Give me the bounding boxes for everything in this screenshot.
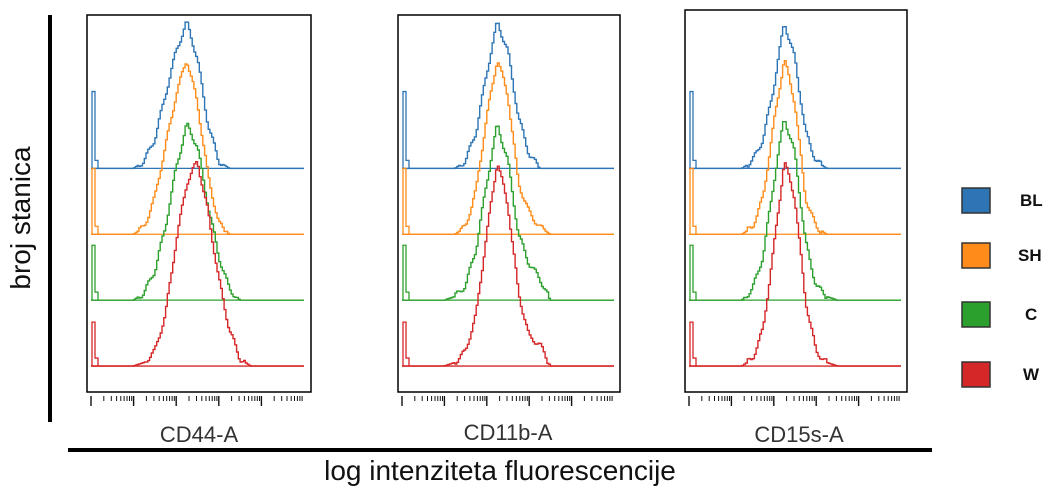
series-debris-bl bbox=[689, 90, 697, 169]
series-histogram-sh bbox=[91, 63, 304, 236]
series-debris-c bbox=[689, 244, 697, 301]
series-debris-sh bbox=[689, 167, 697, 235]
y-axis-label: broj stanica bbox=[5, 146, 36, 290]
legend-label-c: C bbox=[1025, 305, 1037, 324]
legend-item-sh: SH bbox=[961, 242, 1042, 269]
series-histogram-bl bbox=[91, 21, 304, 170]
series-histogram-w bbox=[91, 160, 304, 367]
panel-xlabel: CD15s-A bbox=[754, 422, 844, 447]
legend-label-sh: SH bbox=[1018, 246, 1042, 265]
series-debris-w bbox=[689, 321, 697, 367]
histogram-panel-cd11b: CD11b-A bbox=[397, 14, 621, 445]
series-debris-bl bbox=[91, 90, 99, 169]
series-histogram-c bbox=[91, 122, 304, 301]
panel-xlabel: CD44-A bbox=[160, 422, 239, 447]
legend-label-bl: BL bbox=[1020, 191, 1043, 210]
x-axis-label: log intenziteta fluorescencije bbox=[324, 455, 676, 486]
series-debris-bl bbox=[402, 90, 410, 169]
series-debris-w bbox=[402, 321, 410, 367]
legend-swatch-w bbox=[961, 361, 991, 388]
panel-xlabel: CD11b-A bbox=[464, 420, 553, 445]
series-histogram-c bbox=[689, 120, 901, 301]
histogram-panel-cd15s: CD15s-A bbox=[684, 9, 908, 447]
series-debris-w bbox=[91, 321, 99, 367]
panel-frame bbox=[397, 14, 621, 393]
legend-swatch-bl bbox=[961, 187, 991, 214]
series-histogram-w bbox=[402, 165, 614, 367]
series-debris-sh bbox=[91, 167, 99, 235]
series-debris-sh bbox=[402, 167, 410, 235]
series-histogram-sh bbox=[402, 62, 614, 236]
series-histogram-sh bbox=[689, 60, 901, 236]
series-histogram-w bbox=[689, 162, 901, 367]
panel-frame bbox=[684, 9, 908, 393]
series-debris-c bbox=[91, 244, 99, 301]
legend-item-bl: BL bbox=[961, 187, 1043, 214]
histogram-panel-cd44: CD44-A bbox=[86, 14, 312, 447]
legend-swatch-sh bbox=[961, 242, 991, 269]
legend-swatch-c bbox=[961, 301, 991, 328]
series-debris-c bbox=[402, 244, 410, 301]
legend-label-w: W bbox=[1023, 365, 1040, 384]
series-histogram-c bbox=[402, 125, 614, 301]
series-histogram-bl bbox=[689, 26, 901, 170]
legend: BL SH C W bbox=[961, 187, 1043, 388]
panel-frame bbox=[86, 14, 312, 393]
series-histogram-bl bbox=[402, 22, 614, 170]
legend-item-w: W bbox=[961, 361, 1040, 388]
legend-item-c: C bbox=[961, 301, 1037, 328]
